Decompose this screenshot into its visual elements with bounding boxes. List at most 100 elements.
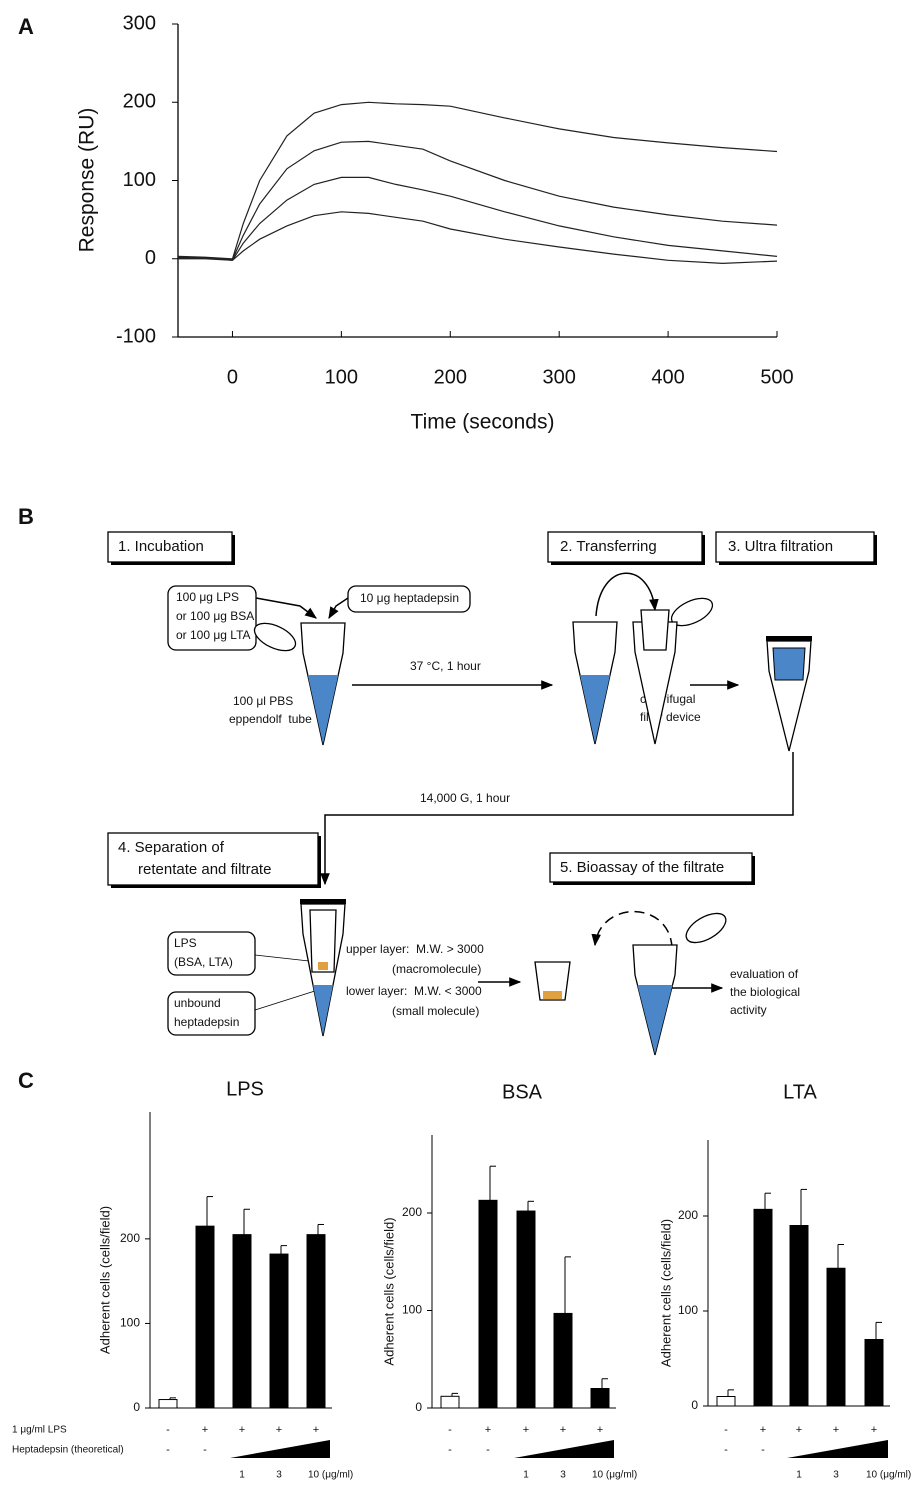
dose-wedge xyxy=(514,1440,614,1458)
sample-text: or 100 μg BSA xyxy=(176,609,254,623)
tube-text: 100 μl PBS xyxy=(233,694,293,708)
treatment-mark: - xyxy=(448,1444,452,1456)
bar xyxy=(440,1395,460,1409)
compound-text: 10 μg heptadepsin xyxy=(360,591,459,605)
y-tick-label: 100 xyxy=(120,1316,140,1330)
x-tick-label: 400 xyxy=(651,366,684,388)
bar xyxy=(195,1225,215,1409)
sample-text: 100 μg LPS xyxy=(176,590,239,604)
panel-label: C xyxy=(18,1068,34,1093)
y-tick-label: 0 xyxy=(133,1400,140,1414)
x-axis-title: Time (seconds) xyxy=(411,411,555,434)
bar xyxy=(864,1339,884,1407)
filter xyxy=(772,647,806,681)
y-tick-label: -100 xyxy=(116,325,156,347)
treatment-mark: - xyxy=(724,1424,728,1436)
bar xyxy=(789,1225,809,1407)
liquid xyxy=(307,675,339,744)
treatment-mark: + xyxy=(523,1424,529,1436)
sample-text: or 100 μg LTA xyxy=(176,628,251,642)
dose-label: 1 xyxy=(239,1470,245,1481)
retentate-text: LPS xyxy=(174,936,197,950)
liquid xyxy=(637,985,673,1054)
treatment-mark: - xyxy=(166,1444,170,1456)
y-tick-label: 100 xyxy=(678,1303,698,1317)
treatment-mark: + xyxy=(871,1424,877,1436)
dose-label: 10 (μg/ml) xyxy=(592,1470,637,1481)
y-tick-label: 200 xyxy=(120,1231,140,1245)
layer-text: upper layer: M.W. > 3000 xyxy=(346,942,484,956)
treatment-label: 1 μg/ml LPS xyxy=(12,1425,67,1436)
liquid xyxy=(313,985,333,1035)
chart-title: LPS xyxy=(226,1078,264,1100)
treatment-mark: + xyxy=(833,1424,839,1436)
y-tick-label: 300 xyxy=(123,12,156,34)
treatment-mark: + xyxy=(560,1424,566,1436)
bar xyxy=(826,1267,846,1407)
evaluation-text: the biological xyxy=(730,985,800,999)
retentate xyxy=(543,991,562,999)
bar xyxy=(269,1253,289,1409)
y-tick-label: 200 xyxy=(123,91,156,113)
retentate-text: (BSA, LTA) xyxy=(174,955,233,969)
diagram: 1. Incubation 2. Transferring 3. Ultra f… xyxy=(107,531,877,1056)
y-tick-label: 0 xyxy=(415,1400,422,1414)
treatment-mark: - xyxy=(486,1444,490,1456)
treatment-mark: - xyxy=(448,1424,452,1436)
tube-cap xyxy=(670,597,714,627)
y-tick-label: 100 xyxy=(402,1303,422,1317)
step-label: 2. Transferring xyxy=(560,538,657,555)
dose-label: 1 xyxy=(796,1470,802,1481)
step-label: retentate and filtrate xyxy=(138,861,271,878)
dose-wedge xyxy=(787,1440,888,1458)
treatment-mark: - xyxy=(761,1444,765,1456)
treatment-mark: + xyxy=(597,1424,603,1436)
x-tick-label: 300 xyxy=(542,366,575,388)
chart-title: BSA xyxy=(502,1081,543,1103)
bar xyxy=(306,1234,326,1409)
line-series xyxy=(178,211,778,265)
y-tick-label: 0 xyxy=(145,247,156,269)
y-axis-title: Adherent cells (cells/field) xyxy=(658,1219,673,1367)
x-tick-label: 100 xyxy=(325,366,358,388)
filtrate-text: heptadepsin xyxy=(174,1015,239,1029)
layer-text: (small molecule) xyxy=(392,1004,479,1018)
layer-text: (macromolecule) xyxy=(392,962,481,976)
step-label: 4. Separation of xyxy=(118,839,225,856)
layer-text: lower layer: M.W. < 3000 xyxy=(346,984,482,998)
liquid xyxy=(580,675,610,743)
treatment-mark: + xyxy=(796,1424,802,1436)
tube-cap xyxy=(253,622,297,652)
dose-label: 3 xyxy=(276,1470,282,1481)
chart-title: LTA xyxy=(783,1081,817,1103)
treatment-mark: + xyxy=(202,1424,208,1436)
dose-label: 1 xyxy=(523,1470,529,1481)
step-label: 5. Bioassay of the filtrate xyxy=(560,859,724,876)
treatment-mark: - xyxy=(203,1444,207,1456)
line-series xyxy=(177,140,778,261)
y-tick-label: 200 xyxy=(678,1208,698,1222)
filtrate-text: unbound xyxy=(174,996,221,1010)
step-label: 3. Ultra filtration xyxy=(728,538,833,555)
filter xyxy=(640,609,670,651)
filter xyxy=(309,909,337,973)
y-tick-label: 100 xyxy=(123,169,156,191)
treatment-mark: - xyxy=(724,1444,728,1456)
step-label: 1. Incubation xyxy=(118,538,204,555)
bar xyxy=(553,1312,573,1409)
bar xyxy=(590,1388,610,1409)
evaluation-text: activity xyxy=(730,1003,767,1017)
y-tick-label: 0 xyxy=(691,1398,698,1412)
bar xyxy=(516,1210,536,1409)
line-series xyxy=(177,101,778,260)
y-axis-title: Adherent cells (cells/field) xyxy=(381,1217,396,1365)
line-series xyxy=(178,176,778,261)
dose-label: 3 xyxy=(560,1470,566,1481)
bar xyxy=(158,1399,178,1409)
dose-wedge xyxy=(230,1440,330,1458)
retentate xyxy=(318,962,328,970)
condition-text: 14,000 G, 1 hour xyxy=(420,791,510,805)
bar xyxy=(716,1396,736,1407)
treatment-mark: + xyxy=(276,1424,282,1436)
y-tick-label: 200 xyxy=(402,1205,422,1219)
